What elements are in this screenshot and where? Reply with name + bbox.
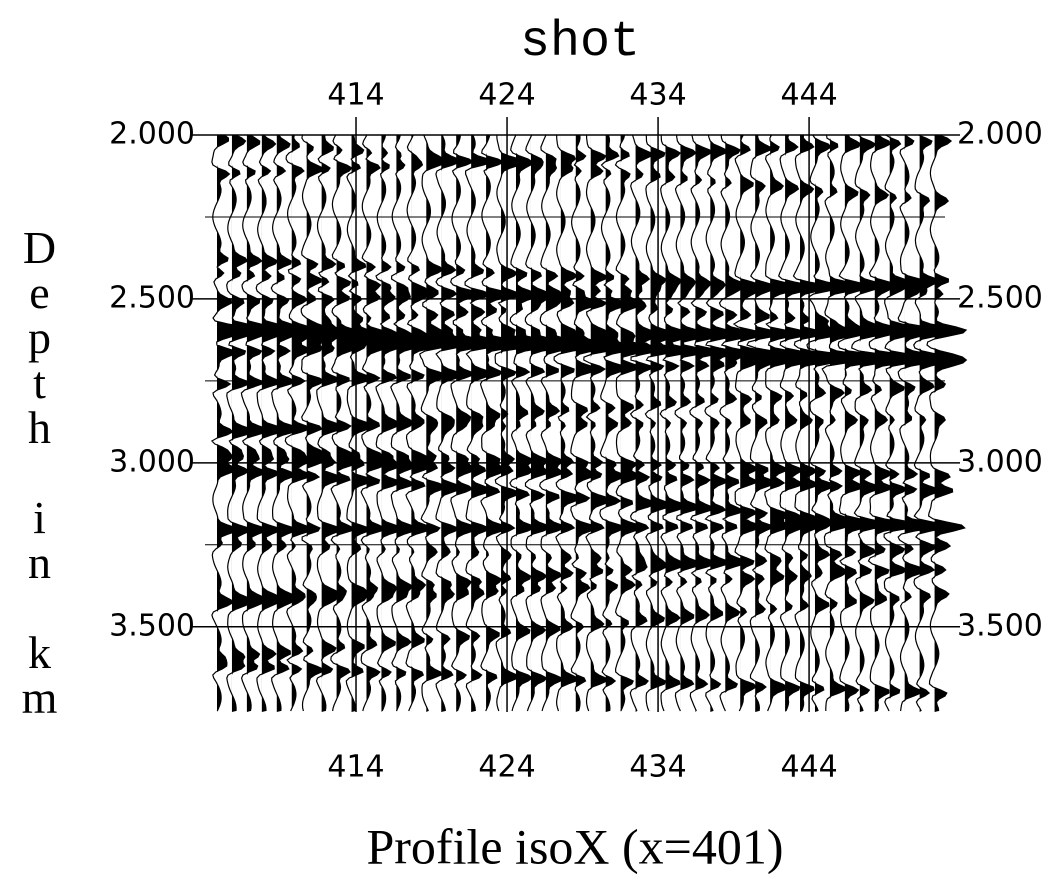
trace xyxy=(570,134,608,712)
y-tick-label-right: 2.000 xyxy=(957,117,1043,152)
trace xyxy=(659,134,697,712)
trace xyxy=(553,135,601,712)
trace xyxy=(718,134,757,712)
trace xyxy=(360,134,393,712)
x-tick-label: 434 xyxy=(629,750,686,785)
trace-fill xyxy=(919,135,958,712)
y-tick-label: 2.000 xyxy=(109,117,195,152)
trace xyxy=(435,134,476,712)
trace-fill xyxy=(755,135,787,712)
y-axis-label: Depth in km xyxy=(14,222,65,717)
trace xyxy=(509,134,562,712)
trace xyxy=(405,134,447,712)
trace xyxy=(539,134,591,712)
trace-fill xyxy=(665,135,695,712)
trace xyxy=(806,134,858,712)
trace-fill xyxy=(889,135,928,712)
trace xyxy=(464,134,509,712)
trace-fill xyxy=(426,135,460,712)
trace xyxy=(315,134,346,712)
trace xyxy=(689,134,724,712)
x-tick-label-top: 424 xyxy=(478,78,535,113)
x-axis-label: Profile isoX (x=401) xyxy=(366,818,783,874)
trace xyxy=(778,134,830,712)
trace-fill xyxy=(844,135,893,712)
trace xyxy=(418,134,461,712)
trace xyxy=(240,134,283,712)
trace-fill xyxy=(321,135,345,712)
trace xyxy=(704,134,739,712)
trace xyxy=(255,134,297,712)
trace xyxy=(837,134,894,712)
trace xyxy=(821,134,877,711)
trace xyxy=(450,134,495,712)
y-tick-label-right: 3.500 xyxy=(957,608,1043,643)
trace xyxy=(284,134,318,712)
trace xyxy=(330,134,363,712)
trace xyxy=(583,135,622,712)
trace xyxy=(300,134,338,712)
trace-fill xyxy=(680,135,709,712)
trace-fill xyxy=(291,135,317,712)
x-tick-label: 414 xyxy=(327,750,384,785)
trace xyxy=(644,134,680,712)
x-tick-label: 424 xyxy=(478,750,535,785)
trace-fill xyxy=(351,135,374,712)
trace xyxy=(524,134,577,712)
y-tick-label-right: 2.500 xyxy=(957,280,1043,315)
trace-fill xyxy=(740,135,776,712)
trace xyxy=(764,134,810,712)
trace-fill xyxy=(874,135,921,712)
x-tick-label-top: 434 xyxy=(629,78,686,113)
y-tick-label: 3.500 xyxy=(109,608,195,643)
x-tick-label-top: 414 xyxy=(327,78,384,113)
trace-fill xyxy=(231,135,269,712)
x-tick-label-top: 444 xyxy=(780,78,837,113)
trace-fill xyxy=(441,135,475,712)
trace xyxy=(210,134,253,712)
trace-fill xyxy=(814,135,857,712)
trace xyxy=(883,134,929,712)
trace xyxy=(732,134,777,712)
trace xyxy=(897,134,943,712)
trace-fill xyxy=(575,135,607,712)
trace xyxy=(614,134,654,712)
trace-fill xyxy=(560,135,599,712)
trace xyxy=(226,134,270,712)
trace xyxy=(270,134,308,712)
trace xyxy=(746,134,788,712)
trace xyxy=(913,134,959,712)
trace xyxy=(629,134,662,712)
y-tick-label: 3.000 xyxy=(109,444,195,479)
trace-fill xyxy=(411,135,446,712)
trace xyxy=(926,134,968,712)
x-tick-label: 444 xyxy=(780,750,837,785)
traces xyxy=(210,134,968,712)
trace-fill xyxy=(336,135,363,712)
y-tick-label: 2.500 xyxy=(109,280,195,315)
trace xyxy=(479,134,528,712)
trace xyxy=(792,134,848,712)
trace-fill xyxy=(934,135,967,712)
trace xyxy=(851,134,902,712)
trace xyxy=(867,134,922,712)
trace xyxy=(674,134,711,712)
trace-fill xyxy=(859,135,902,712)
trace xyxy=(599,134,635,712)
trace xyxy=(494,135,545,712)
trace-fill xyxy=(904,135,942,712)
y-tick-label-right: 3.000 xyxy=(957,444,1043,479)
trace-fill xyxy=(710,135,738,712)
trace-fill xyxy=(381,135,406,712)
trace-fill xyxy=(306,135,338,712)
trace-fill xyxy=(635,135,661,712)
trace-fill xyxy=(366,135,393,712)
trace-fill xyxy=(396,135,425,712)
chart-title: shot xyxy=(520,14,640,71)
